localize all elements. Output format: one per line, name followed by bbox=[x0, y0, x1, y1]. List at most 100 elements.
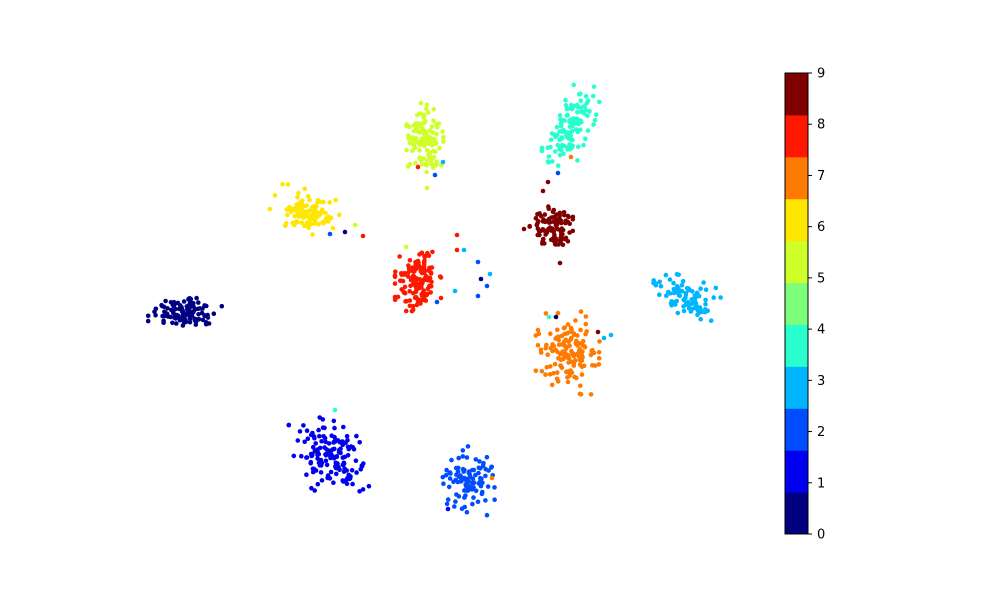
scatter-point bbox=[272, 193, 278, 198]
scatter-point bbox=[569, 145, 575, 150]
scatter-point bbox=[153, 306, 159, 312]
scatter-point bbox=[567, 119, 572, 124]
scatter-point bbox=[665, 289, 671, 295]
scatter-point bbox=[535, 212, 540, 217]
scatter-point bbox=[560, 231, 565, 237]
scatter-point bbox=[357, 489, 362, 494]
scatter-point bbox=[465, 444, 471, 449]
scatter-point bbox=[340, 442, 346, 448]
scatter-point bbox=[342, 229, 348, 235]
scatter-point bbox=[438, 295, 444, 301]
scatter-point bbox=[345, 437, 350, 443]
scatter-point bbox=[290, 220, 296, 226]
scatter-point bbox=[325, 475, 330, 481]
colorbar-band bbox=[785, 450, 808, 493]
scatter-point bbox=[168, 314, 173, 320]
scatter-point bbox=[544, 365, 550, 370]
scatter-point bbox=[459, 477, 464, 483]
scatter-point bbox=[539, 145, 545, 151]
scatter-point bbox=[698, 286, 703, 292]
scatter-point bbox=[196, 317, 202, 322]
scatter-point bbox=[464, 509, 470, 515]
scatter-point bbox=[431, 155, 437, 160]
colorbar-band bbox=[785, 366, 808, 409]
cluster-7 bbox=[533, 309, 602, 397]
scatter-point bbox=[429, 161, 434, 167]
scatter-point bbox=[483, 473, 488, 479]
scatter-point bbox=[568, 325, 574, 331]
scatter-point bbox=[337, 212, 342, 218]
scatter-point bbox=[327, 200, 333, 205]
scatter-point bbox=[543, 311, 549, 316]
scatter-point bbox=[323, 458, 329, 464]
scatter-point bbox=[596, 362, 602, 367]
scatter-point bbox=[331, 418, 337, 424]
scatter-point bbox=[304, 220, 310, 225]
scatter-point bbox=[299, 453, 304, 459]
scatter-point bbox=[411, 123, 417, 128]
scatter-point bbox=[424, 106, 429, 112]
colorbar-band bbox=[785, 240, 808, 284]
scatter-point bbox=[187, 319, 193, 325]
scatter-point bbox=[429, 265, 435, 270]
scatter-point bbox=[193, 322, 199, 327]
scatter-point bbox=[357, 440, 363, 445]
scatter-point bbox=[319, 478, 325, 483]
scatter-point bbox=[180, 313, 186, 319]
scatter-point bbox=[421, 114, 426, 120]
colorbar-band bbox=[785, 73, 808, 116]
scatter-point bbox=[418, 157, 424, 163]
scatter-point bbox=[329, 433, 335, 439]
scatter-point bbox=[559, 129, 564, 134]
scatter-point bbox=[317, 433, 322, 439]
scatter-point bbox=[541, 228, 547, 233]
scatter-point bbox=[401, 289, 406, 295]
scatter-point bbox=[546, 216, 552, 222]
scatter-point bbox=[548, 144, 553, 150]
scatter-point bbox=[567, 369, 573, 375]
scatter-point bbox=[675, 288, 681, 294]
scatter-point bbox=[487, 271, 493, 277]
scatter-point bbox=[571, 82, 576, 88]
scatter-point bbox=[413, 136, 419, 141]
scatter-point bbox=[552, 361, 558, 367]
colorbar-tick-label: 8 bbox=[817, 118, 825, 133]
scatter-point bbox=[360, 487, 366, 492]
scatter-point bbox=[557, 216, 563, 222]
scatter-point bbox=[473, 457, 479, 462]
colorbar-tick-label: 3 bbox=[817, 374, 825, 389]
scatter-point bbox=[431, 118, 436, 123]
scatter-point bbox=[563, 235, 569, 241]
scatter-point bbox=[424, 102, 430, 108]
scatter-point bbox=[287, 204, 292, 210]
scatter-point bbox=[473, 488, 479, 494]
scatter-point bbox=[301, 423, 306, 428]
scatter-point bbox=[398, 278, 403, 284]
scatter-point bbox=[575, 343, 580, 348]
scatter-point bbox=[535, 342, 541, 348]
scatter-point bbox=[550, 348, 555, 354]
scatter-point bbox=[489, 475, 495, 481]
scatter-point bbox=[556, 242, 561, 247]
scatter-point bbox=[454, 247, 460, 253]
scatter-point bbox=[267, 206, 273, 212]
scatter-point bbox=[345, 453, 351, 458]
scatter-point bbox=[315, 481, 321, 487]
scatter-point bbox=[452, 288, 458, 294]
scatter-point bbox=[205, 312, 210, 318]
scatter-point bbox=[563, 129, 569, 135]
scatter-point bbox=[569, 102, 574, 108]
scatter-point bbox=[294, 219, 299, 224]
scatter-point bbox=[583, 314, 589, 319]
scatter-point bbox=[683, 302, 689, 307]
scatter-point bbox=[424, 163, 429, 168]
scatter-point bbox=[322, 425, 327, 431]
scatter-point bbox=[404, 147, 409, 153]
scatter-point bbox=[456, 455, 462, 461]
scatter-point bbox=[344, 433, 350, 439]
scatter-point bbox=[418, 269, 424, 274]
scatter-point bbox=[163, 298, 168, 304]
scatter-point bbox=[559, 136, 565, 141]
scatter-point bbox=[557, 260, 563, 266]
scatter-point bbox=[441, 134, 446, 140]
